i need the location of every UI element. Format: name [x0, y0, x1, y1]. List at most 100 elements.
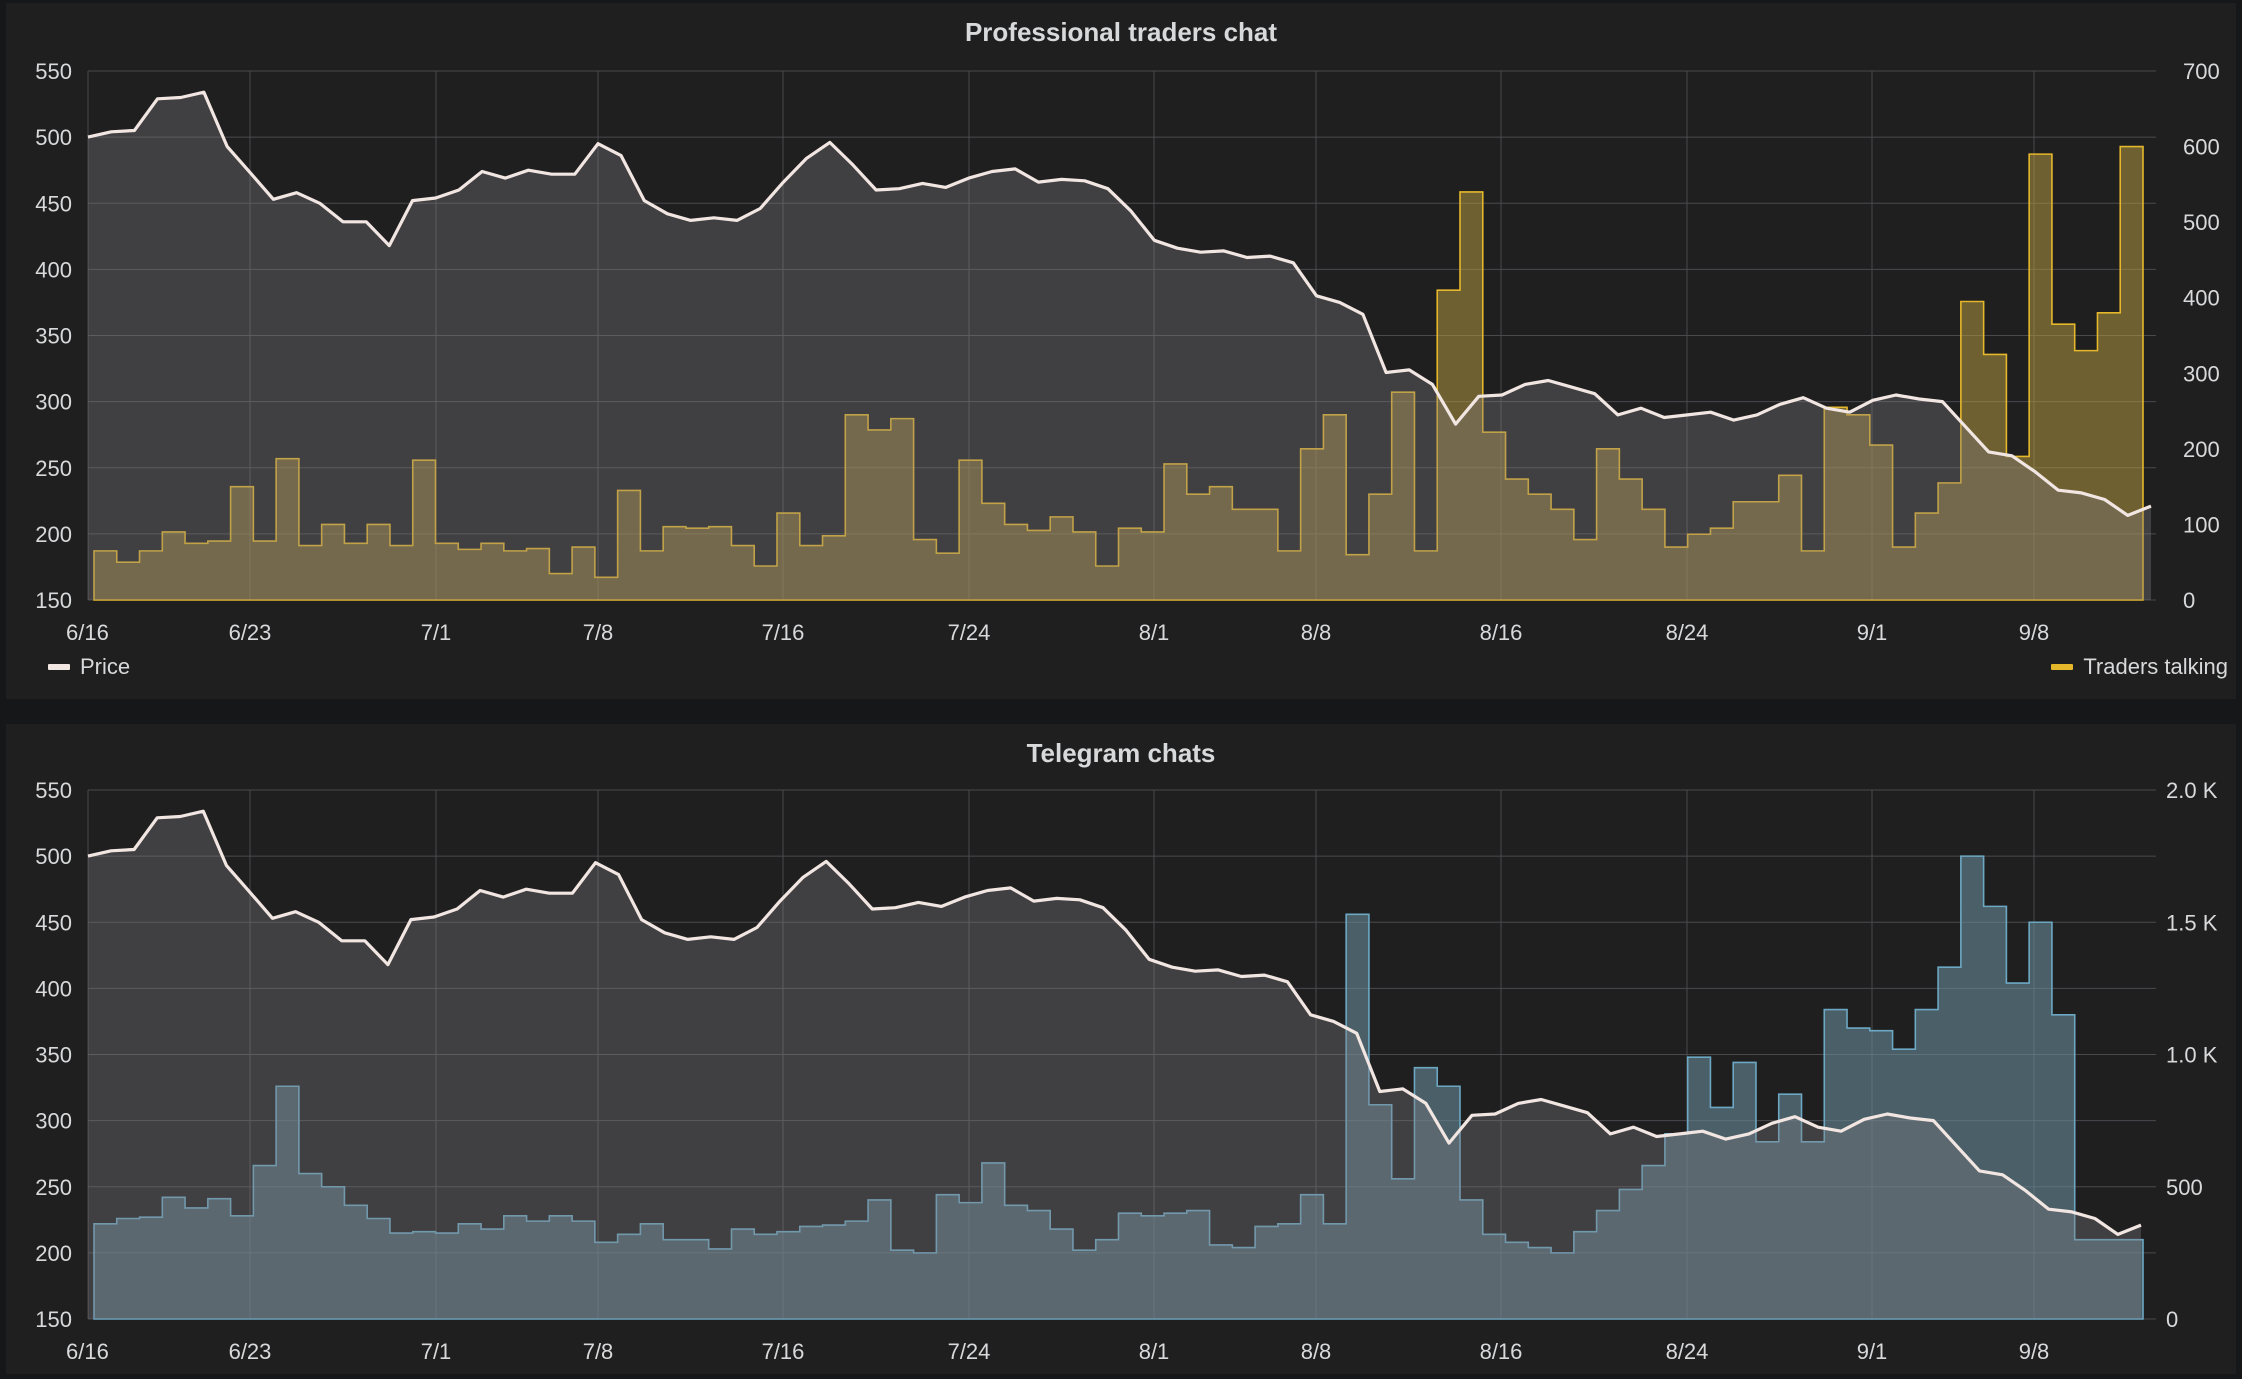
price-point[interactable]	[1978, 1169, 1982, 1173]
price-point[interactable]	[409, 918, 413, 922]
price-point[interactable]	[1546, 378, 1550, 382]
price-point[interactable]	[1908, 1116, 1912, 1120]
price-point[interactable]	[178, 814, 182, 818]
price-point[interactable]	[179, 95, 183, 99]
price-point[interactable]	[1060, 177, 1064, 181]
price-point[interactable]	[1101, 906, 1105, 910]
panel-title[interactable]: Telegram chats	[1026, 738, 1216, 768]
price-point[interactable]	[1378, 1090, 1382, 1094]
price-point[interactable]	[1032, 899, 1036, 903]
price-point[interactable]	[411, 199, 415, 203]
price-point[interactable]	[1454, 422, 1458, 426]
price-point[interactable]	[1593, 392, 1597, 396]
price-point[interactable]	[1106, 187, 1110, 191]
price-point[interactable]	[1523, 382, 1527, 386]
price-point[interactable]	[1964, 425, 1968, 429]
price-point[interactable]	[1885, 1112, 1889, 1116]
price-point[interactable]	[2056, 488, 2060, 492]
price-point[interactable]	[294, 910, 298, 914]
price-point[interactable]	[547, 891, 551, 895]
price-point[interactable]	[1129, 209, 1133, 213]
price-point[interactable]	[1309, 1013, 1313, 1017]
price-point[interactable]	[1747, 1132, 1751, 1136]
price-point[interactable]	[1424, 1101, 1428, 1105]
price-line[interactable]	[87, 90, 2152, 517]
price-point[interactable]	[1262, 973, 1266, 977]
price-point[interactable]	[963, 895, 967, 899]
price-point[interactable]	[735, 218, 739, 222]
price-point[interactable]	[732, 937, 736, 941]
price-point[interactable]	[1199, 250, 1203, 254]
price-point[interactable]	[1678, 1132, 1682, 1136]
price-point[interactable]	[1793, 1115, 1797, 1119]
panel-title[interactable]: Professional traders chat	[964, 17, 1278, 47]
price-point[interactable]	[295, 191, 299, 195]
price-point[interactable]	[1268, 254, 1272, 258]
price-point[interactable]	[2079, 491, 2083, 495]
price-point[interactable]	[1816, 1125, 1820, 1129]
price-point[interactable]	[709, 935, 713, 939]
price-point[interactable]	[1055, 896, 1059, 900]
price-point[interactable]	[2070, 1210, 2074, 1214]
price-point[interactable]	[805, 156, 809, 160]
price-point[interactable]	[939, 904, 943, 908]
price-point[interactable]	[86, 854, 90, 858]
price-point[interactable]	[340, 939, 344, 943]
price-point[interactable]	[828, 140, 832, 144]
price-point[interactable]	[109, 130, 113, 134]
price-point[interactable]	[1862, 1117, 1866, 1121]
price-point[interactable]	[526, 168, 530, 172]
price-point[interactable]	[501, 895, 505, 899]
price-point[interactable]	[1447, 1141, 1451, 1145]
price-point[interactable]	[503, 176, 507, 180]
price-point[interactable]	[1824, 406, 1828, 410]
price-point[interactable]	[1954, 1144, 1958, 1148]
price-point[interactable]	[1286, 980, 1290, 984]
price-point[interactable]	[1332, 1019, 1336, 1023]
price-point[interactable]	[1848, 410, 1852, 414]
price-point[interactable]	[1147, 957, 1151, 961]
price-point[interactable]	[986, 889, 990, 893]
price-point[interactable]	[363, 939, 367, 943]
price-point[interactable]	[593, 861, 597, 865]
price-point[interactable]	[434, 196, 438, 200]
price-point[interactable]	[132, 848, 136, 852]
price-point[interactable]	[1384, 371, 1388, 375]
price-point[interactable]	[1124, 928, 1128, 932]
price-point[interactable]	[480, 170, 484, 174]
price-point[interactable]	[990, 170, 994, 174]
price-point[interactable]	[156, 97, 160, 101]
price-point[interactable]	[455, 907, 459, 911]
price-point[interactable]	[1987, 450, 1991, 454]
price-point[interactable]	[1338, 300, 1342, 304]
price-point[interactable]	[689, 218, 693, 222]
price-point[interactable]	[271, 916, 275, 920]
price-point[interactable]	[1778, 402, 1782, 406]
price-point[interactable]	[824, 859, 828, 863]
price-point[interactable]	[851, 163, 855, 167]
price-point[interactable]	[1175, 246, 1179, 250]
price-point[interactable]	[1470, 1113, 1474, 1117]
price-point[interactable]	[1407, 368, 1411, 372]
price-point[interactable]	[640, 918, 644, 922]
price-point[interactable]	[1361, 312, 1365, 316]
price-point[interactable]	[1894, 393, 1898, 397]
price-point[interactable]	[847, 882, 851, 886]
price-point[interactable]	[944, 185, 948, 189]
price-point[interactable]	[109, 849, 113, 853]
price-point[interactable]	[1516, 1101, 1520, 1105]
price-point[interactable]	[247, 890, 251, 894]
price-point[interactable]	[1655, 1134, 1659, 1138]
legend-item-traders-talking[interactable]: Traders talking	[2051, 654, 2228, 680]
price-point[interactable]	[916, 900, 920, 904]
price-point[interactable]	[224, 863, 228, 867]
price-point[interactable]	[1685, 413, 1689, 417]
price-point[interactable]	[1917, 397, 1921, 401]
price-point[interactable]	[1562, 1104, 1566, 1108]
price-point[interactable]	[2139, 1223, 2143, 1227]
price-point[interactable]	[1500, 393, 1504, 397]
price-point[interactable]	[1608, 1132, 1612, 1136]
price-point[interactable]	[1193, 969, 1197, 973]
price-point[interactable]	[432, 915, 436, 919]
price-point[interactable]	[225, 144, 229, 148]
